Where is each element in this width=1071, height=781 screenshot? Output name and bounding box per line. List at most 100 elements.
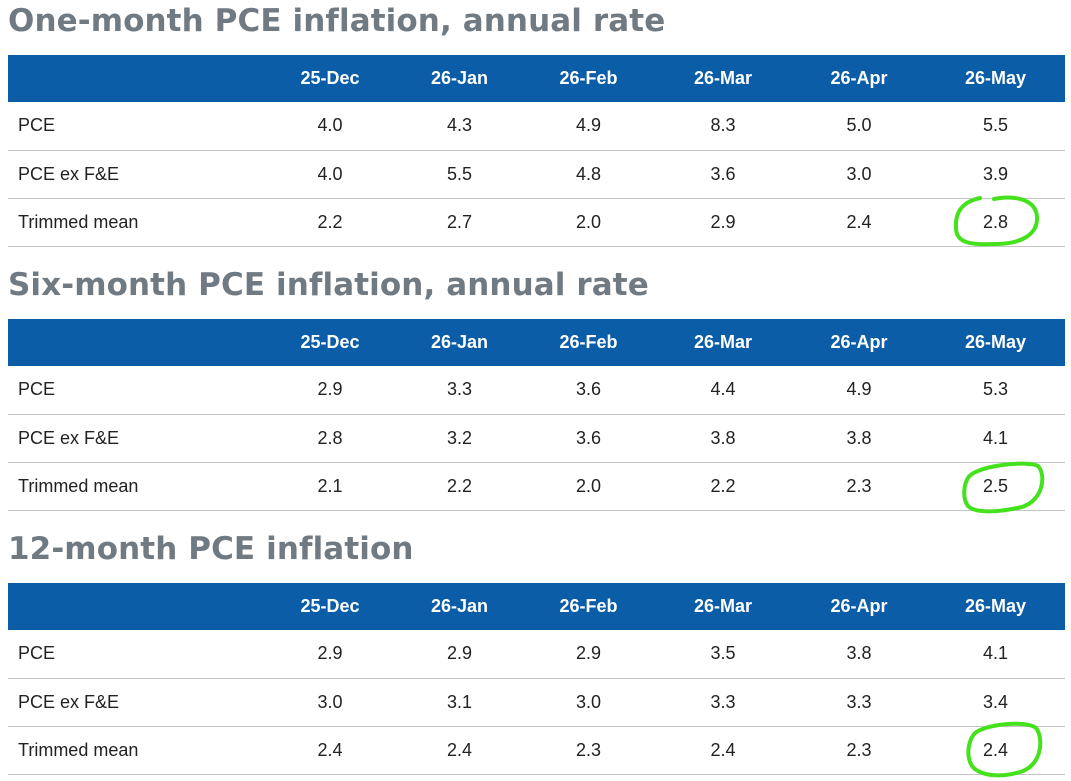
column-header: 25-Dec bbox=[300, 596, 360, 616]
table-row: Trimmed mean 2.1 2.2 2.0 2.2 2.3 2.5 bbox=[8, 462, 1065, 511]
table-cell: 2.2 bbox=[654, 462, 792, 511]
column-header: 26-Jan bbox=[430, 332, 489, 352]
row-label: PCE ex F&E bbox=[8, 150, 264, 199]
column-header: 26-Mar bbox=[693, 68, 753, 88]
highlighted-cell: 2.4 bbox=[926, 726, 1065, 775]
table-cell: 2.9 bbox=[654, 198, 792, 247]
row-label: PCE ex F&E bbox=[8, 678, 264, 727]
section-title: One-month PCE inflation, annual rate bbox=[8, 3, 666, 39]
table-row: PCE ex F&E 4.0 5.5 4.8 3.6 3.0 3.9 bbox=[8, 150, 1065, 199]
header-blank-cell bbox=[8, 55, 264, 102]
table-cell: 2.2 bbox=[396, 462, 523, 511]
table-cell: 3.0 bbox=[264, 678, 396, 727]
table-cell: 5.5 bbox=[396, 150, 523, 199]
table-cell: 3.1 bbox=[396, 678, 523, 727]
table-cell: 4.3 bbox=[396, 102, 523, 151]
table-row: Trimmed mean 2.4 2.4 2.3 2.4 2.3 2.4 bbox=[8, 726, 1065, 775]
table-row: PCE 4.0 4.3 4.9 8.3 5.0 5.5 bbox=[8, 102, 1065, 151]
column-header: 26-May bbox=[964, 332, 1027, 352]
table-cell: 2.0 bbox=[523, 198, 654, 247]
highlighted-cell: 2.8 bbox=[926, 198, 1065, 247]
table-cell: 3.5 bbox=[654, 630, 792, 679]
row-label: PCE bbox=[8, 630, 264, 679]
row-label: PCE ex F&E bbox=[8, 414, 264, 463]
table-cell: 4.0 bbox=[264, 150, 396, 199]
table-cell: 3.0 bbox=[792, 150, 926, 199]
table-cell: 2.4 bbox=[396, 726, 523, 775]
table-cell: 4.1 bbox=[926, 630, 1065, 679]
row-label: Trimmed mean bbox=[8, 726, 264, 775]
column-header: 26-Mar bbox=[693, 596, 753, 616]
table-row: PCE 2.9 2.9 2.9 3.5 3.8 4.1 bbox=[8, 630, 1065, 679]
table-cell: 8.3 bbox=[654, 102, 792, 151]
table-cell: 2.2 bbox=[264, 198, 396, 247]
table-cell: 2.0 bbox=[523, 462, 654, 511]
table-row: Trimmed mean 2.2 2.7 2.0 2.9 2.4 2.8 bbox=[8, 198, 1065, 247]
table-cell: 2.9 bbox=[264, 630, 396, 679]
table-cell: 3.3 bbox=[396, 366, 523, 415]
column-header: 26-May bbox=[964, 68, 1027, 88]
table-header-row: 25-Dec 26-Jan 26-Feb 26-Mar 26-Apr 26-Ma… bbox=[8, 55, 1065, 102]
table-cell: 2.9 bbox=[523, 630, 654, 679]
table-cell: 2.7 bbox=[396, 198, 523, 247]
column-header: 26-Mar bbox=[693, 332, 753, 352]
table-cell: 2.9 bbox=[396, 630, 523, 679]
table-cell: 2.4 bbox=[654, 726, 792, 775]
table-cell: 3.3 bbox=[792, 678, 926, 727]
table-cell: 3.6 bbox=[523, 414, 654, 463]
table-header-row: 25-Dec 26-Jan 26-Feb 26-Mar 26-Apr 26-Ma… bbox=[8, 319, 1065, 366]
header-blank-cell bbox=[8, 583, 264, 630]
table-cell: 2.4 bbox=[792, 198, 926, 247]
row-label: PCE bbox=[8, 102, 264, 151]
column-header: 25-Dec bbox=[300, 332, 360, 352]
table-cell: 5.0 bbox=[792, 102, 926, 151]
section-title: Six-month PCE inflation, annual rate bbox=[8, 267, 649, 303]
table-cell: 3.8 bbox=[792, 630, 926, 679]
table-header-row: 25-Dec 26-Jan 26-Feb 26-Mar 26-Apr 26-Ma… bbox=[8, 583, 1065, 630]
section-title: 12-month PCE inflation bbox=[8, 531, 414, 567]
table-cell: 3.6 bbox=[523, 366, 654, 415]
column-header: 26-Feb bbox=[559, 68, 618, 88]
table-cell: 2.9 bbox=[264, 366, 396, 415]
column-header: 26-May bbox=[964, 596, 1027, 616]
table-cell: 4.8 bbox=[523, 150, 654, 199]
table-row: PCE ex F&E 3.0 3.1 3.0 3.3 3.3 3.4 bbox=[8, 678, 1065, 727]
table-cell: 3.9 bbox=[926, 150, 1065, 199]
highlighted-cell: 2.5 bbox=[926, 462, 1065, 511]
table-cell: 5.3 bbox=[926, 366, 1065, 415]
column-header: 26-Jan bbox=[430, 68, 489, 88]
table-cell: 3.8 bbox=[792, 414, 926, 463]
table-cell: 2.3 bbox=[792, 462, 926, 511]
table-row: PCE ex F&E 2.8 3.2 3.6 3.8 3.8 4.1 bbox=[8, 414, 1065, 463]
column-header: 26-Feb bbox=[559, 596, 618, 616]
six-month-table: 25-Dec 26-Jan 26-Feb 26-Mar 26-Apr 26-Ma… bbox=[8, 319, 1065, 511]
column-header: 26-Apr bbox=[830, 332, 888, 352]
table-cell: 4.1 bbox=[926, 414, 1065, 463]
row-label: Trimmed mean bbox=[8, 198, 264, 247]
one-month-table: 25-Dec 26-Jan 26-Feb 26-Mar 26-Apr 26-Ma… bbox=[8, 55, 1065, 247]
table-cell: 3.0 bbox=[523, 678, 654, 727]
table-cell: 4.4 bbox=[654, 366, 792, 415]
table-cell: 4.9 bbox=[523, 102, 654, 151]
table-row: PCE 2.9 3.3 3.6 4.4 4.9 5.3 bbox=[8, 366, 1065, 415]
row-label: Trimmed mean bbox=[8, 462, 264, 511]
table-cell: 5.5 bbox=[926, 102, 1065, 151]
table-cell: 3.4 bbox=[926, 678, 1065, 727]
column-header: 25-Dec bbox=[300, 68, 360, 88]
table-cell: 2.4 bbox=[264, 726, 396, 775]
table-cell: 3.8 bbox=[654, 414, 792, 463]
table-cell: 2.8 bbox=[264, 414, 396, 463]
table-cell: 4.9 bbox=[792, 366, 926, 415]
column-header: 26-Apr bbox=[830, 68, 888, 88]
header-blank-cell bbox=[8, 319, 264, 366]
table-cell: 2.1 bbox=[264, 462, 396, 511]
table-cell: 4.0 bbox=[264, 102, 396, 151]
table-cell: 3.2 bbox=[396, 414, 523, 463]
table-cell: 2.3 bbox=[523, 726, 654, 775]
column-header: 26-Feb bbox=[559, 332, 618, 352]
column-header: 26-Jan bbox=[430, 596, 489, 616]
column-header: 26-Apr bbox=[830, 596, 888, 616]
twelve-month-table: 25-Dec 26-Jan 26-Feb 26-Mar 26-Apr 26-Ma… bbox=[8, 583, 1065, 775]
table-cell: 2.3 bbox=[792, 726, 926, 775]
table-cell: 3.6 bbox=[654, 150, 792, 199]
